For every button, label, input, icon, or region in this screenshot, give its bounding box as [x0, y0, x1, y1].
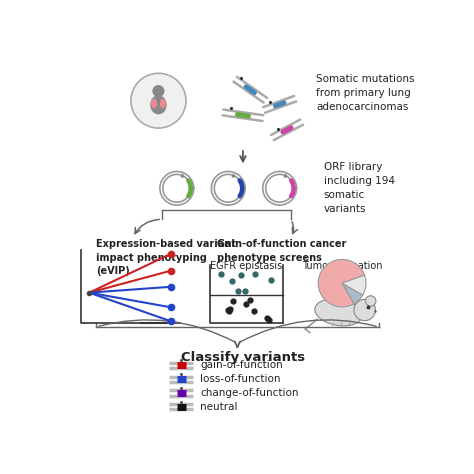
Text: Gain-of-function cancer
phenotype screens: Gain-of-function cancer phenotype screen…	[217, 239, 346, 263]
Circle shape	[354, 299, 375, 321]
Circle shape	[152, 85, 164, 97]
Text: Expression-based variant
impact phenotyping
(eVIP): Expression-based variant impact phenotyp…	[96, 239, 236, 276]
Text: neutral: neutral	[200, 402, 237, 412]
Text: EGFR epistasis: EGFR epistasis	[210, 261, 282, 271]
Text: change-of-function: change-of-function	[200, 388, 299, 398]
Text: ORF library
including 194
somatic
variants: ORF library including 194 somatic varian…	[324, 162, 395, 214]
Wedge shape	[318, 259, 365, 307]
Ellipse shape	[315, 299, 362, 326]
Wedge shape	[342, 283, 363, 304]
Wedge shape	[342, 275, 366, 295]
Text: Tumor formation: Tumor formation	[301, 261, 382, 271]
Ellipse shape	[151, 99, 157, 108]
Circle shape	[365, 296, 376, 306]
Text: Somatic mutations
from primary lung
adenocarcinomas: Somatic mutations from primary lung aden…	[316, 74, 415, 112]
Text: gain-of-function: gain-of-function	[200, 360, 283, 370]
Text: Classify variants: Classify variants	[181, 351, 305, 364]
Text: loss-of-function: loss-of-function	[200, 374, 281, 384]
Ellipse shape	[160, 99, 166, 108]
Circle shape	[131, 73, 186, 128]
Ellipse shape	[150, 95, 167, 114]
